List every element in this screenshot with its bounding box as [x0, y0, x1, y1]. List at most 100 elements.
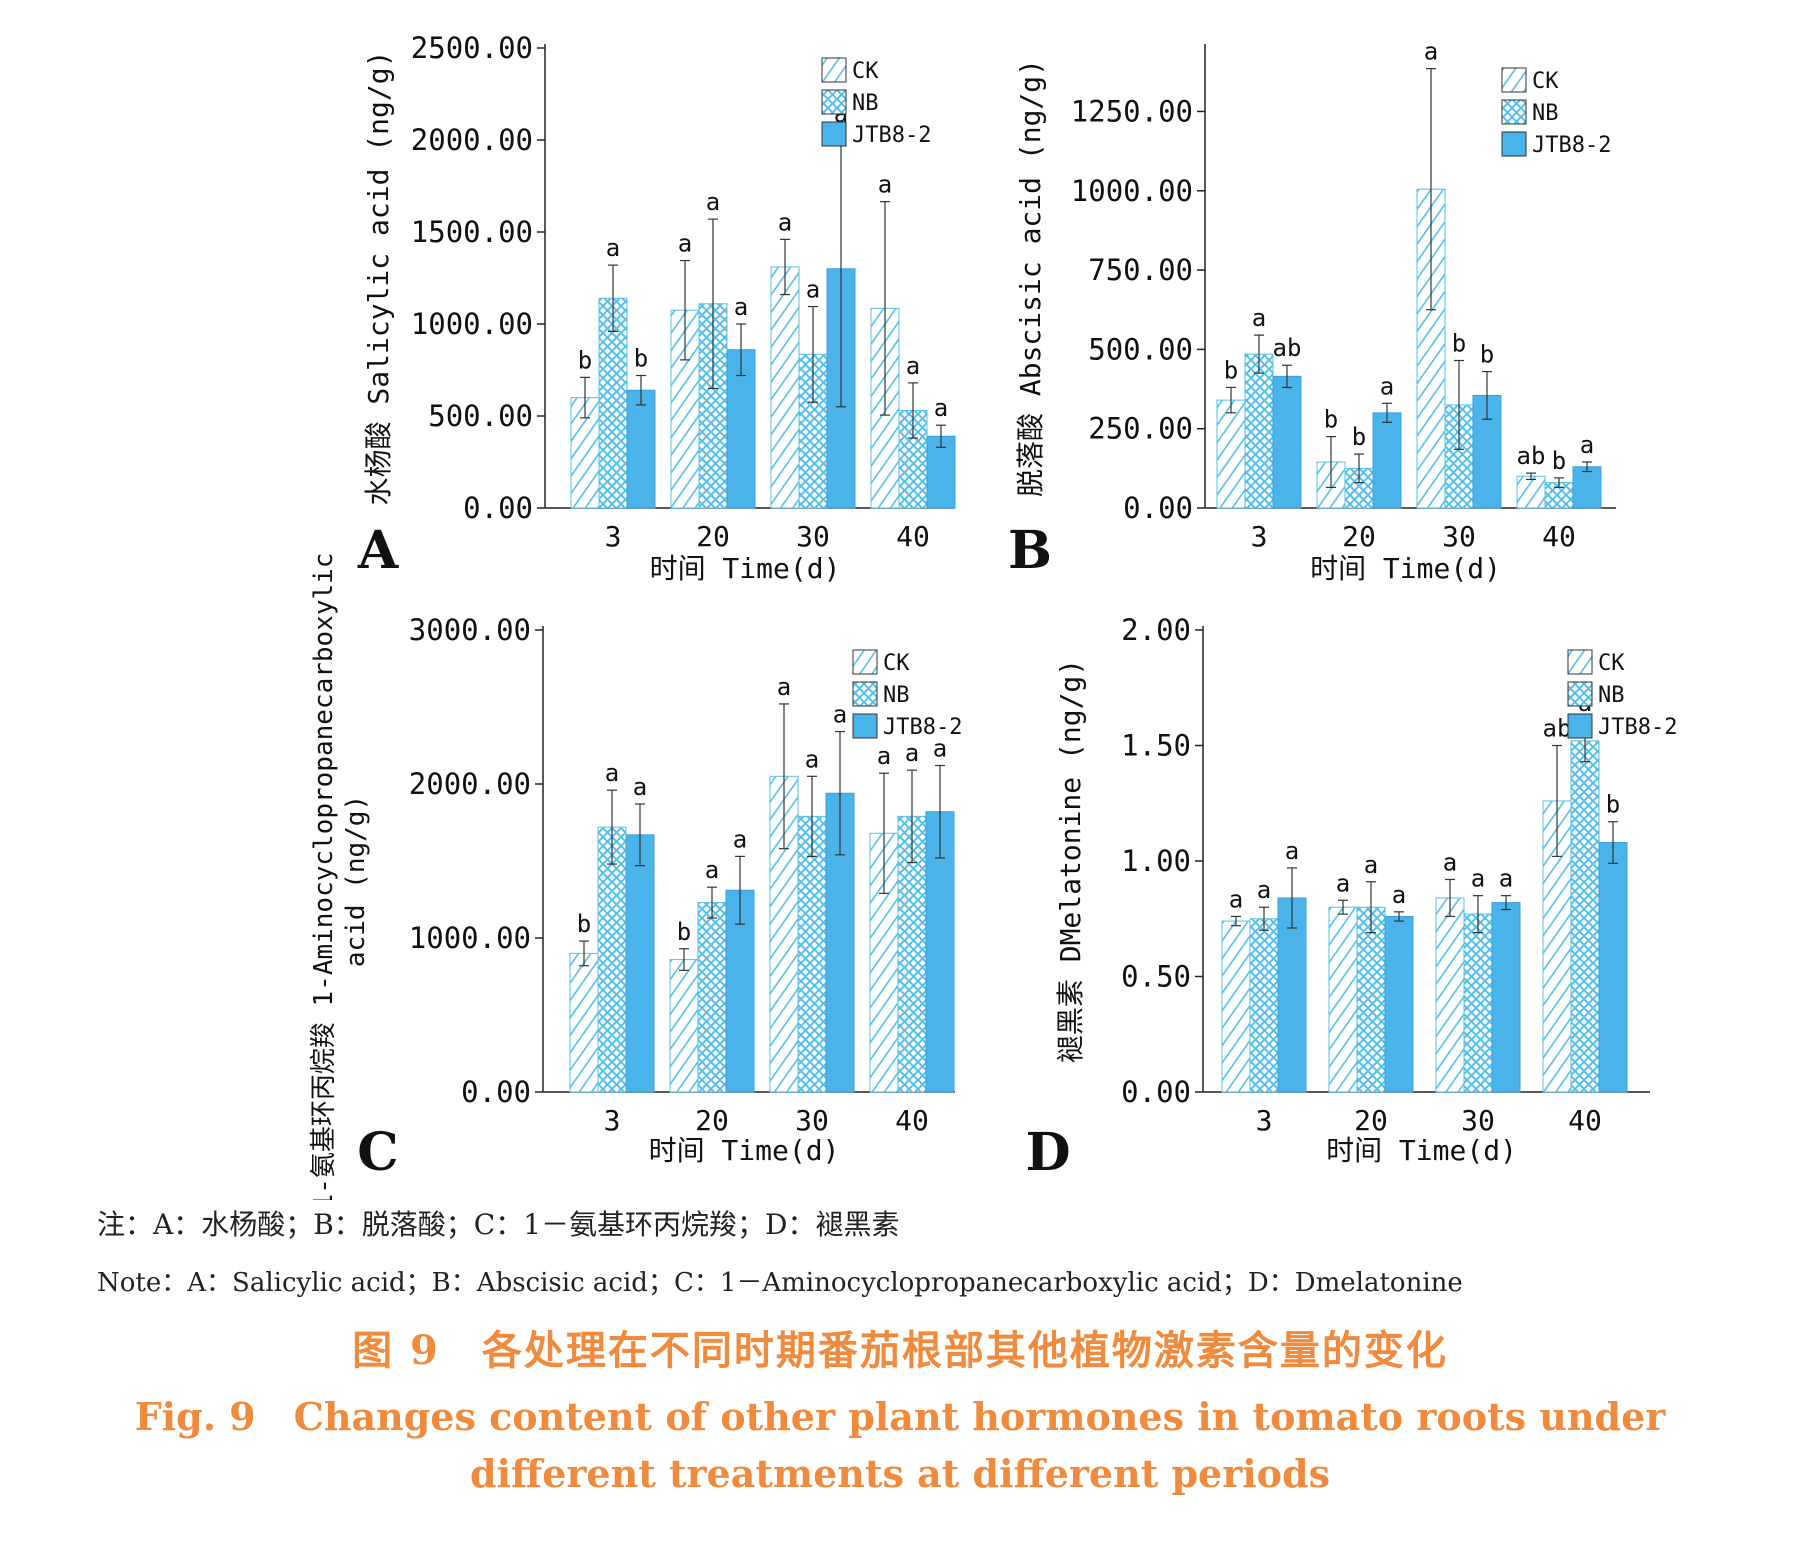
panel-b-significance-letter: a — [1424, 38, 1438, 66]
figure-caption-english-line2: different treatments at different period… — [470, 1451, 1330, 1496]
panel-b-bar-nb — [1244, 353, 1274, 509]
panel-a-significance-letter: a — [706, 188, 720, 216]
panel-d-significance-letter: a — [1443, 848, 1457, 876]
panel-c-significance-letter: a — [633, 773, 647, 801]
panel-d-bar-nb — [1463, 913, 1493, 1093]
panel-b-x-axis-label: 时间 Time(d) — [1310, 552, 1501, 585]
panel-c-bar-ck — [569, 952, 599, 1093]
panel-a-x-tick-label: 3 — [605, 520, 622, 553]
panel-d-y-tick-label: 1.50 — [1121, 729, 1191, 763]
panel-c-y-axis-label-line1: 1-氨基环丙烷羧 1-Aminocyclopropanecarboxylic — [309, 553, 339, 1200]
panel-d-legend-swatch-jtb — [1567, 713, 1593, 739]
panel-a-y-tick-label: 500.00 — [428, 399, 533, 433]
panel-b-significance-letter: b — [1552, 447, 1566, 475]
panel-c-bar-nb — [697, 902, 727, 1093]
panel-c-legend-label-nb: NB — [883, 683, 910, 708]
panel-d-significance-letter: a — [1499, 865, 1513, 893]
figure-caption-chinese: 图 9 各处理在不同时期番茄根部其他植物激素含量的变化 — [352, 1327, 1448, 1374]
panel-c-y-tick-label: 0.00 — [461, 1075, 531, 1109]
panel-d-bar-ck — [1328, 906, 1358, 1093]
panel-a-x-axis-label: 时间 Time(d) — [650, 552, 841, 585]
panel-d-significance-letter: a — [1471, 865, 1485, 893]
panel-b-significance-letter: ab — [1517, 442, 1546, 470]
panel-a-bar-jtb — [626, 389, 656, 509]
panel-b-chart: 0.00 250.00 500.00 750.00 1000.00 1250.00 脱落酸 … — [1008, 38, 1616, 585]
panel-c-significance-letter: a — [805, 745, 819, 773]
panel-d-y-tick-label: 0.50 — [1121, 960, 1191, 994]
panel-d-y-tick-label: 2.00 — [1121, 613, 1191, 647]
panel-b-significance-letter: b — [1452, 329, 1466, 357]
panel-c-x-tick-label: 3 — [604, 1104, 621, 1137]
panel-d-bar-nb — [1249, 918, 1279, 1093]
panel-b-significance-letter: b — [1352, 423, 1366, 451]
panel-d-legend-label-jtb: JTB8-2 — [1598, 715, 1677, 740]
panel-d-bar-ck — [1435, 897, 1465, 1093]
panel-d-y-tick-label: 1.00 — [1121, 844, 1191, 878]
panel-b-bar-ck — [1516, 475, 1546, 509]
panel-b-legend-label-nb: NB — [1532, 101, 1559, 126]
panel-d-significance-letter: b — [1606, 791, 1620, 819]
panel-b-significance-letter: b — [1324, 406, 1338, 434]
panel-a-legend-swatch-jtb — [821, 121, 847, 147]
panel-d-bar-jtb — [1384, 915, 1414, 1093]
panel-d-x-tick-label: 3 — [1256, 1104, 1273, 1137]
panel-d-x-tick-label: 20 — [1354, 1104, 1388, 1137]
panel-c-x-tick-label: 40 — [895, 1104, 929, 1137]
panel-a-x-tick-label: 30 — [796, 520, 830, 553]
panel-b-bar-ck — [1216, 399, 1246, 509]
panel-a-significance-letter: a — [678, 230, 692, 258]
panel-d-significance-letter: a — [1229, 885, 1243, 913]
panel-b-y-tick-label: 750.00 — [1088, 253, 1193, 287]
panel-b-x-tick-label: 20 — [1342, 520, 1376, 553]
figure-note-chinese: 注：A：水杨酸；B：脱落酸；C：1－氨基环丙烷羧；D：褪黑素 — [97, 1208, 900, 1241]
panel-c-significance-letter: a — [605, 759, 619, 787]
panel-c-legend-label-jtb: JTB8-2 — [883, 715, 962, 740]
panel-b-x-tick-label: 3 — [1251, 520, 1268, 553]
panel-b-legend-label-jtb: JTB8-2 — [1532, 133, 1611, 158]
panel-b-bar-jtb — [1572, 466, 1602, 509]
panel-d-significance-letter: a — [1336, 869, 1350, 897]
panel-c-significance-letter: a — [777, 673, 791, 701]
panel-a-legend-label-ck: CK — [852, 59, 879, 84]
panel-c-y-tick-label: 1000.00 — [409, 921, 531, 955]
panel-b-significance-letter: b — [1224, 356, 1238, 384]
panel-c-x-tick-label: 30 — [795, 1104, 829, 1137]
panel-b-panel-letter: B — [1008, 520, 1052, 581]
panel-c-significance-letter: a — [833, 701, 847, 729]
panel-c-legend-label-ck: CK — [883, 651, 910, 676]
panel-c-significance-letter: b — [577, 910, 591, 938]
panel-c-bar-ck — [669, 959, 699, 1093]
panel-d-legend-swatch-ck — [1567, 649, 1593, 675]
panel-b-bar-jtb — [1372, 412, 1402, 509]
panel-a-legend-label-nb: NB — [852, 91, 879, 116]
panel-d-bar-jtb — [1598, 842, 1628, 1093]
panel-b-legend-swatch-nb — [1501, 99, 1527, 125]
panel-d-bar-nb — [1570, 740, 1600, 1093]
panel-d-y-tick-label: 0.00 — [1121, 1075, 1191, 1109]
panel-b-significance-letter: a — [1252, 304, 1266, 332]
panel-b-y-tick-label: 1000.00 — [1071, 174, 1193, 208]
panel-a-bar-ck — [770, 266, 800, 509]
panel-c-x-axis-label: 时间 Time(d) — [649, 1134, 840, 1167]
panel-b-bar-jtb — [1272, 375, 1302, 509]
panel-d-y-axis-label: 褪黑素 DMelatonine (ng/g) — [1054, 659, 1087, 1063]
panel-c-panel-letter: C — [357, 1122, 398, 1183]
panel-c-legend-swatch-jtb — [852, 713, 878, 739]
panel-a-significance-letter: a — [778, 208, 792, 236]
panel-c-significance-letter: b — [677, 918, 691, 946]
panel-a-y-tick-label: 1500.00 — [411, 215, 533, 249]
panel-d-significance-letter: ab — [1543, 715, 1572, 743]
panel-d-legend-label-nb: NB — [1598, 683, 1625, 708]
panel-a-significance-letter: a — [906, 352, 920, 380]
panel-a-significance-letter: b — [578, 346, 592, 374]
panel-a-y-tick-label: 0.00 — [463, 491, 533, 525]
panel-d-bar-ck — [1221, 920, 1251, 1093]
panel-a-significance-letter: a — [806, 276, 820, 304]
panel-a-chart: 0.00 500.00 1000.00 1500.00 2000.00 2500.00 水杨… — [357, 31, 956, 585]
panel-b-y-tick-label: 1250.00 — [1071, 94, 1193, 128]
panel-a-x-tick-label: 40 — [896, 520, 930, 553]
panel-c-significance-letter: a — [933, 735, 947, 763]
panel-a-significance-letter: a — [734, 293, 748, 321]
panel-c-bar-nb — [597, 826, 627, 1093]
panel-a-significance-letter: b — [634, 345, 648, 373]
